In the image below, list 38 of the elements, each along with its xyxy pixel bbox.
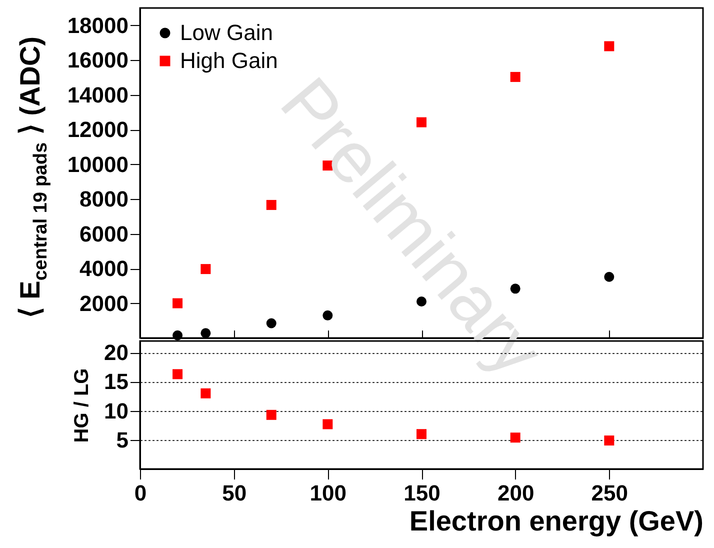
point bbox=[604, 272, 614, 282]
point bbox=[604, 435, 614, 446]
y-tick-label: 16000 bbox=[67, 48, 128, 73]
y-tick-label: 20 bbox=[104, 340, 128, 366]
y-tick-label: 10 bbox=[104, 398, 128, 424]
point bbox=[200, 264, 211, 274]
y-axis-title: HG / LG bbox=[71, 368, 94, 443]
point bbox=[604, 41, 614, 52]
x-tick-label: 0 bbox=[134, 480, 147, 506]
x-tick-label: 150 bbox=[404, 480, 440, 506]
y-tick-label: 18000 bbox=[67, 12, 128, 38]
point bbox=[172, 298, 183, 308]
point bbox=[510, 432, 520, 443]
point bbox=[322, 419, 333, 430]
point bbox=[172, 369, 183, 380]
y-tick-label: 14000 bbox=[67, 82, 128, 108]
point bbox=[266, 318, 276, 328]
point bbox=[200, 388, 211, 398]
y-tick-label: 15 bbox=[104, 369, 128, 394]
x-tick-label: 200 bbox=[497, 480, 534, 506]
x-tick-label: 100 bbox=[310, 480, 347, 506]
legend-label: Low Gain bbox=[180, 20, 273, 45]
y-tick-label: 8000 bbox=[80, 186, 128, 212]
x-tick-label: 250 bbox=[591, 480, 628, 506]
y-tick-label: 6000 bbox=[80, 221, 128, 246]
y-tick-label: 12000 bbox=[67, 117, 128, 142]
point bbox=[266, 410, 276, 420]
y-tick-label: 2000 bbox=[80, 290, 128, 316]
y-tick-label: 10000 bbox=[67, 152, 128, 177]
point bbox=[200, 328, 211, 338]
y-tick-label: 4000 bbox=[80, 256, 128, 282]
point bbox=[172, 330, 183, 340]
x-tick-label: 50 bbox=[222, 480, 247, 506]
x-axis-title: Electron energy (GeV) bbox=[409, 506, 704, 536]
point bbox=[416, 429, 426, 440]
legend-label: High Gain bbox=[180, 48, 278, 73]
y-tick-label: 5 bbox=[116, 427, 128, 452]
point bbox=[266, 200, 276, 210]
